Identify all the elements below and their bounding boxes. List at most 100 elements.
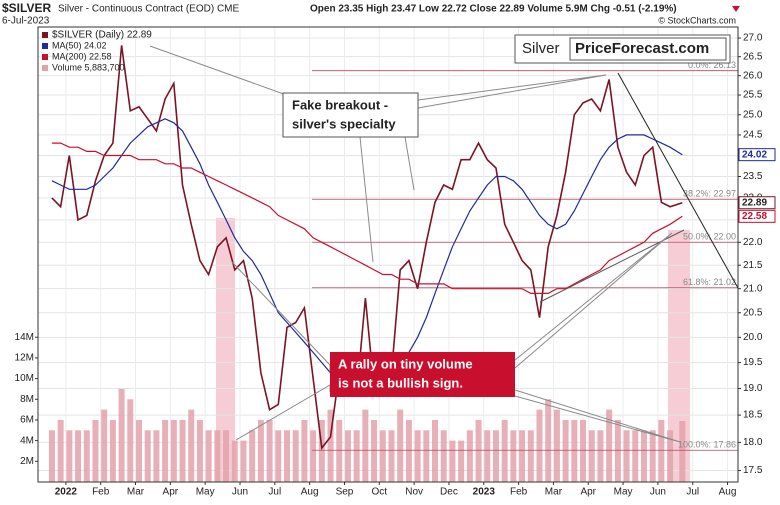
x-tick-label: Apr <box>580 487 596 498</box>
volume-bar <box>48 430 55 482</box>
y-tick-label: 26.5 <box>743 51 763 62</box>
volume-bar <box>432 419 439 482</box>
volume-bar <box>571 419 578 482</box>
volume-bar <box>466 430 473 482</box>
volume-bar <box>362 409 369 482</box>
volume-tick-label: 6M <box>20 415 34 426</box>
volume-bar <box>405 419 412 482</box>
volume-bar <box>301 419 308 482</box>
legend-swatch <box>42 65 48 71</box>
series-line <box>51 142 683 294</box>
trend-line <box>539 229 685 303</box>
volume-bar <box>162 419 169 482</box>
x-tick-label: Sep <box>336 487 354 498</box>
volume-bar <box>614 419 621 482</box>
callout <box>514 232 673 369</box>
y-tick-label: 27.0 <box>743 33 763 44</box>
x-tick-label: Apr <box>163 487 179 498</box>
volume-bar <box>649 430 656 482</box>
y-tick-label: 21.0 <box>743 283 763 294</box>
fib-label: 0.0%: 26.13 <box>688 60 736 70</box>
volume-bar <box>536 409 543 482</box>
legend-label: MA(50) 24.02 <box>52 40 107 50</box>
subtitle: Silver - Continuous Contract (EOD) CME <box>58 4 239 15</box>
legend-swatch <box>42 32 48 38</box>
volume-bar <box>371 419 378 482</box>
volume-bar <box>553 409 560 482</box>
volume-bar <box>353 430 360 482</box>
x-tick-label: Mar <box>127 487 145 498</box>
y-tick-label: 19.5 <box>743 357 763 368</box>
callout <box>514 389 681 443</box>
volume-bar <box>527 430 534 482</box>
volume-bar <box>127 399 134 482</box>
annotation: Fake breakout - <box>292 97 388 112</box>
annotation: silver's specialty <box>292 116 396 131</box>
x-tick-label: 2023 <box>473 487 496 498</box>
volume-bar <box>562 419 569 482</box>
highlight-band <box>216 218 235 482</box>
x-tick-label: Jun <box>232 487 248 498</box>
y-tick-label: 25.0 <box>743 109 763 120</box>
volume-bar <box>83 430 90 482</box>
volume-tick-label: 10M <box>15 373 34 384</box>
x-tick-label: Aug <box>719 487 737 498</box>
volume-layer <box>48 388 686 482</box>
volume-bar <box>440 430 447 482</box>
volume-bar <box>580 419 587 482</box>
legend-label: $SILVER (Daily) 22.89 <box>52 30 152 41</box>
volume-bar <box>545 399 552 482</box>
y-tick-label: 22.0 <box>743 237 763 248</box>
y-tick-label: 18.0 <box>743 437 763 448</box>
volume-bar <box>458 440 465 482</box>
y-tick-label: 26.0 <box>743 70 763 81</box>
volume-bar <box>344 430 351 482</box>
y-tick-label: 19.0 <box>743 383 763 394</box>
volume-bar <box>249 430 256 482</box>
volume-bar <box>284 430 291 482</box>
y-tick-label: 25.5 <box>743 90 763 101</box>
volume-bar <box>449 440 456 482</box>
volume-bar <box>266 419 273 482</box>
volume-bar <box>658 419 665 482</box>
series-line <box>51 45 683 451</box>
x-tick-label: Dec <box>440 487 458 498</box>
y-tick-label: 21.5 <box>743 260 763 271</box>
volume-bar <box>679 420 686 482</box>
annotation: is not a bullish sign. <box>338 375 463 390</box>
volume-bar <box>510 430 517 482</box>
last-value: 22.89 <box>742 197 767 208</box>
volume-bar <box>606 409 613 482</box>
volume-bar <box>318 419 325 482</box>
volume-tick-label: 14M <box>15 332 34 343</box>
x-tick-label: Nov <box>405 487 423 498</box>
volume-bar <box>223 430 230 482</box>
annotation-box <box>330 352 515 397</box>
volume-bar <box>57 419 64 482</box>
volume-bar <box>205 430 212 482</box>
quote: Open 23.35 High 23.47 Low 22.72 Close 22… <box>310 4 677 15</box>
x-tick-label: Aug <box>301 487 319 498</box>
volume-bar <box>327 409 334 482</box>
x-tick-label: Jul <box>268 487 281 498</box>
volume-bar <box>397 409 404 482</box>
title: $SILVER <box>2 1 51 15</box>
volume-bar <box>519 430 526 482</box>
volume-bar <box>92 419 99 482</box>
down-arrow <box>732 6 740 12</box>
volume-bar <box>135 419 142 482</box>
axes-layer: 17.5 18.0 18.5 19.0 19.5 20.0 20.5 21.0 21.5 22.0… <box>15 33 776 498</box>
volume-bar <box>118 388 125 482</box>
volume-bar <box>388 430 395 482</box>
logo-inner-box <box>569 37 727 61</box>
annotation-box <box>282 92 419 138</box>
volume-bar <box>170 419 177 482</box>
volume-bar <box>196 419 203 482</box>
volume-bar <box>492 430 499 482</box>
x-tick-label: Jul <box>686 487 699 498</box>
volume-bar <box>484 430 491 482</box>
volume-bar <box>66 430 73 482</box>
volume-tick-label: 4M <box>20 435 34 446</box>
